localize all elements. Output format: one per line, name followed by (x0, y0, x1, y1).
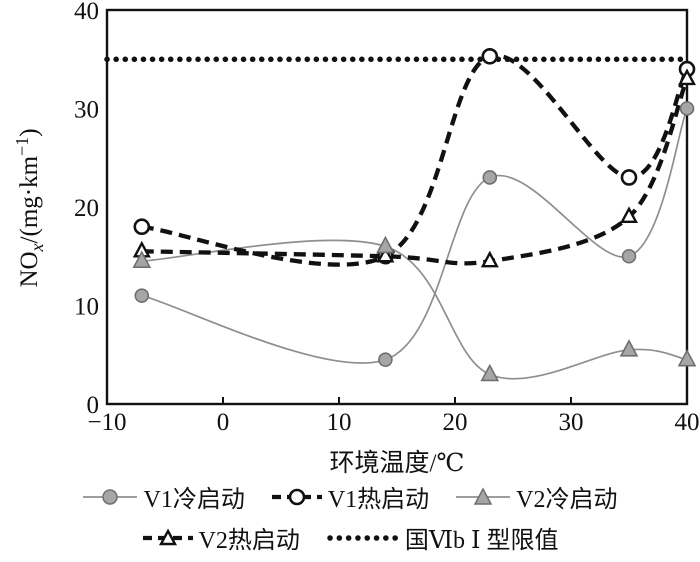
x-tick-label: −10 (87, 409, 126, 436)
v2-hot-line-marker-icon (142, 527, 193, 545)
marker-v1-hot (620, 169, 638, 186)
y-tick-label: 10 (74, 294, 99, 321)
legend-row-2: V2热启动 国Ⅵb Ⅰ 型限值 (0, 517, 700, 558)
marker-v2-hot (677, 68, 697, 86)
series-line-v1-hot (141, 53, 689, 267)
marker-v2-cold (480, 363, 500, 382)
v2-cold-line-marker-icon (456, 486, 511, 505)
series-line-v2-cold (141, 239, 688, 380)
legend-label-v1-cold: V1冷启动 (143, 487, 245, 513)
legend-item-v2-cold: V2冷启动 (455, 479, 618, 514)
x-axis-title-text: 环境温度/℃ (329, 450, 465, 477)
marker-v2-cold (132, 250, 152, 268)
legend-item-v1-cold: V1冷启动 (82, 479, 245, 514)
marker-v1-cold (679, 101, 695, 116)
limit-dotted-line-icon (327, 534, 404, 541)
x-tick-label: 40 (675, 409, 700, 436)
marker-v2-cold (677, 348, 697, 367)
legend-item-limit: 国Ⅵb Ⅰ 型限值 (326, 520, 559, 555)
y-title-units: /(mg·km (16, 155, 44, 244)
legend-label-v1-hot: V1热启动 (327, 487, 430, 513)
marker-v2-hot (619, 206, 639, 224)
marker-v1-hot (481, 47, 499, 65)
marker-v2-cold (619, 339, 639, 357)
legend-label-v2-cold: V2冷启动 (516, 487, 618, 513)
y-axis-title: NOx/(mg·km−1) (12, 128, 48, 287)
x-tick-label: 0 (217, 409, 230, 436)
y-title-close-paren: ) (16, 128, 44, 137)
y-tick-label: 30 (74, 97, 99, 124)
y-title-base: NO (16, 251, 44, 288)
y-tick-label: 0 (87, 392, 100, 419)
x-axis-title: 环境温度/℃ (107, 443, 687, 479)
marker-v1-cold (482, 170, 498, 185)
chart-legend: V1冷启动 V1热启动 V2冷启动 (0, 476, 700, 558)
y-title-exponent: −1 (11, 136, 32, 156)
legend-item-v2-hot: V2热启动 (142, 520, 300, 555)
marker-v2-cold (376, 235, 395, 254)
legend-label-limit: 国Ⅵb Ⅰ 型限值 (404, 528, 559, 554)
y-tick-label: 20 (74, 195, 99, 222)
y-tick-label: 40 (74, 0, 99, 25)
marker-v2-hot (376, 245, 395, 263)
series-line-v2-hot (141, 78, 689, 266)
x-tick-label: 30 (559, 409, 584, 436)
v1-hot-line-marker-icon (271, 488, 322, 505)
legend-row-1: V1冷启动 V1热启动 V2冷启动 (0, 476, 700, 517)
plot-border (105, 8, 689, 406)
y-title-subscript: x (27, 243, 48, 252)
x-tick-label: 20 (443, 409, 468, 436)
marker-v1-cold (621, 248, 637, 264)
legend-item-v1-hot: V1热启动 (271, 479, 429, 514)
marker-v2-hot (480, 250, 499, 268)
x-tick-label: 10 (327, 409, 352, 436)
marker-v1-hot (133, 218, 151, 235)
marker-v1-cold (134, 288, 150, 303)
legend-label-v2-hot: V2热启动 (198, 528, 300, 554)
marker-v1-cold (378, 352, 393, 367)
v1-cold-line-marker-icon (83, 488, 138, 505)
series-line-v1-cold (141, 108, 688, 364)
